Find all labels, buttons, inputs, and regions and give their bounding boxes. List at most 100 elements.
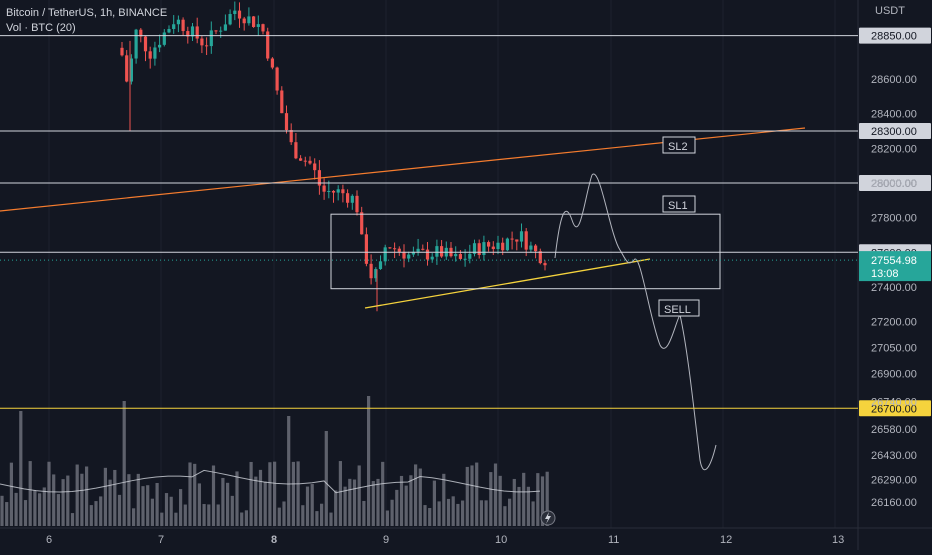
price-level-tag [859,27,931,44]
candle-body [468,253,472,259]
volume-bar [42,487,46,526]
volume-bar [512,478,516,526]
volume-bar [414,464,418,526]
volume-bar [531,501,535,526]
symbol-title: Bitcoin / TetherUS, 1h, BINANCE [6,7,167,19]
candle-body [336,189,340,193]
candle-body [364,234,368,264]
volume-bar [117,494,122,526]
projected-path [554,173,717,471]
time-axis: 6 7 8 9 10 11 12 13 [46,534,844,546]
volume-bar [103,467,107,526]
volume-bar [446,498,451,526]
price-tick-label: 27800.00 [871,213,917,225]
volume-bar [38,493,42,526]
volume-bar [540,476,545,526]
candle-body [510,238,514,240]
volume-bar [324,431,328,526]
candle-body [313,163,317,171]
price-tick-label: 28600.00 [871,74,917,86]
time-tick-label: 11 [608,534,619,546]
volume-bar [33,490,37,526]
volume-bar [94,501,98,526]
volume-bar [526,486,530,526]
volume-bar [80,473,84,526]
volume-bar [282,501,286,526]
volume-bar [357,465,361,526]
volume-bar [263,481,267,526]
volume-bar [221,477,225,526]
volume-bar [254,476,258,526]
candle-body [496,242,500,250]
volume-bar [432,480,436,526]
volume-bar [348,478,352,526]
last-price-value: 27554.98 [871,255,917,267]
price-tick-label: 27200.00 [871,317,917,329]
volume-ma-line [0,469,541,494]
price-tick-label: 26740.00 [871,396,917,408]
volume-bar [334,490,338,526]
volume-bar [155,482,159,526]
candle-body [393,248,397,250]
candle-body [430,256,434,260]
candle-body [515,239,519,242]
candle-body [242,18,246,24]
candle-body [162,32,166,45]
volume-bar [160,512,164,526]
volume-bar [343,486,347,526]
volume-bar [409,475,413,526]
price-tick-label: 27400.00 [871,282,917,294]
volume-bar [197,483,201,526]
volume-bar [390,499,394,526]
volume-bar [470,465,474,526]
candle-body [369,263,373,279]
last-price-tag [859,251,931,282]
candle-body [186,31,190,37]
volume-bar [211,465,216,526]
candle-body [181,19,185,32]
price-tick-label: 26160.00 [871,497,917,509]
volume-bar [183,504,187,526]
candle-body [270,58,274,68]
candle-body [416,248,420,252]
volume-bar [320,503,324,526]
candle-body [538,251,542,264]
candle-body [134,29,138,59]
candle-body [374,269,378,279]
price-tick-label: 27050.00 [871,343,917,355]
candle-body [237,10,242,19]
volume-bar [226,482,230,526]
volume-bar [545,471,549,526]
candle-body [322,185,326,192]
volume-bar [122,401,126,526]
volume-bar [136,473,140,526]
volume-bar [108,479,112,526]
annotation-box [658,299,700,317]
volume-bar [508,498,512,526]
volume-bar [451,496,455,526]
volume-bar [61,479,65,526]
candle-body [524,231,528,250]
candle-body [402,251,406,259]
volume-bar [127,474,131,526]
price-level-label: 26700.00 [871,403,917,415]
volume-bar [404,485,408,526]
volume-bar [0,495,4,526]
volume-bar [484,500,488,526]
volume-bar [423,505,427,526]
candle-body [266,31,270,59]
price-level-label: 28850.00 [871,31,917,43]
candle-body [172,24,176,29]
candle-body [284,113,289,131]
volume-bar [240,512,244,526]
candle-body [219,30,223,32]
candle-body [534,245,538,252]
candle-body [289,130,293,143]
candle-body [153,47,157,59]
volume-bar [75,464,79,526]
volume-bar [9,462,13,526]
time-tick-label: 8 [271,534,277,546]
candle-body [148,51,152,59]
